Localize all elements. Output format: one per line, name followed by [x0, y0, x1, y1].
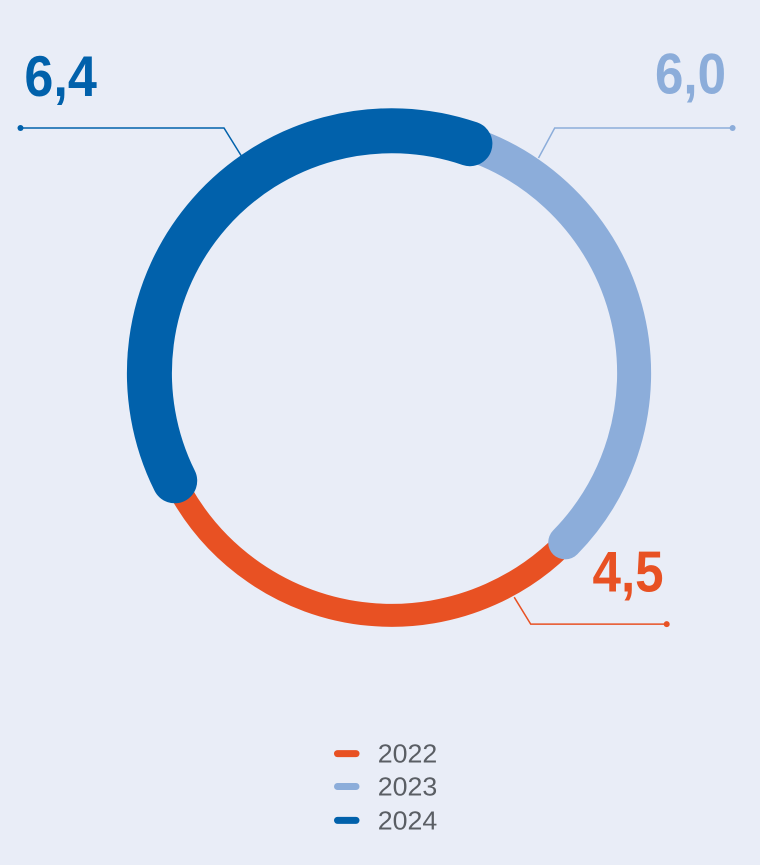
- svg-text:4,5: 4,5: [593, 541, 664, 605]
- svg-text:6,4: 6,4: [24, 45, 97, 109]
- svg-text:2022: 2022: [378, 738, 438, 768]
- svg-text:2024: 2024: [378, 806, 438, 836]
- svg-text:2023: 2023: [378, 772, 438, 802]
- svg-text:6,0: 6,0: [655, 43, 726, 107]
